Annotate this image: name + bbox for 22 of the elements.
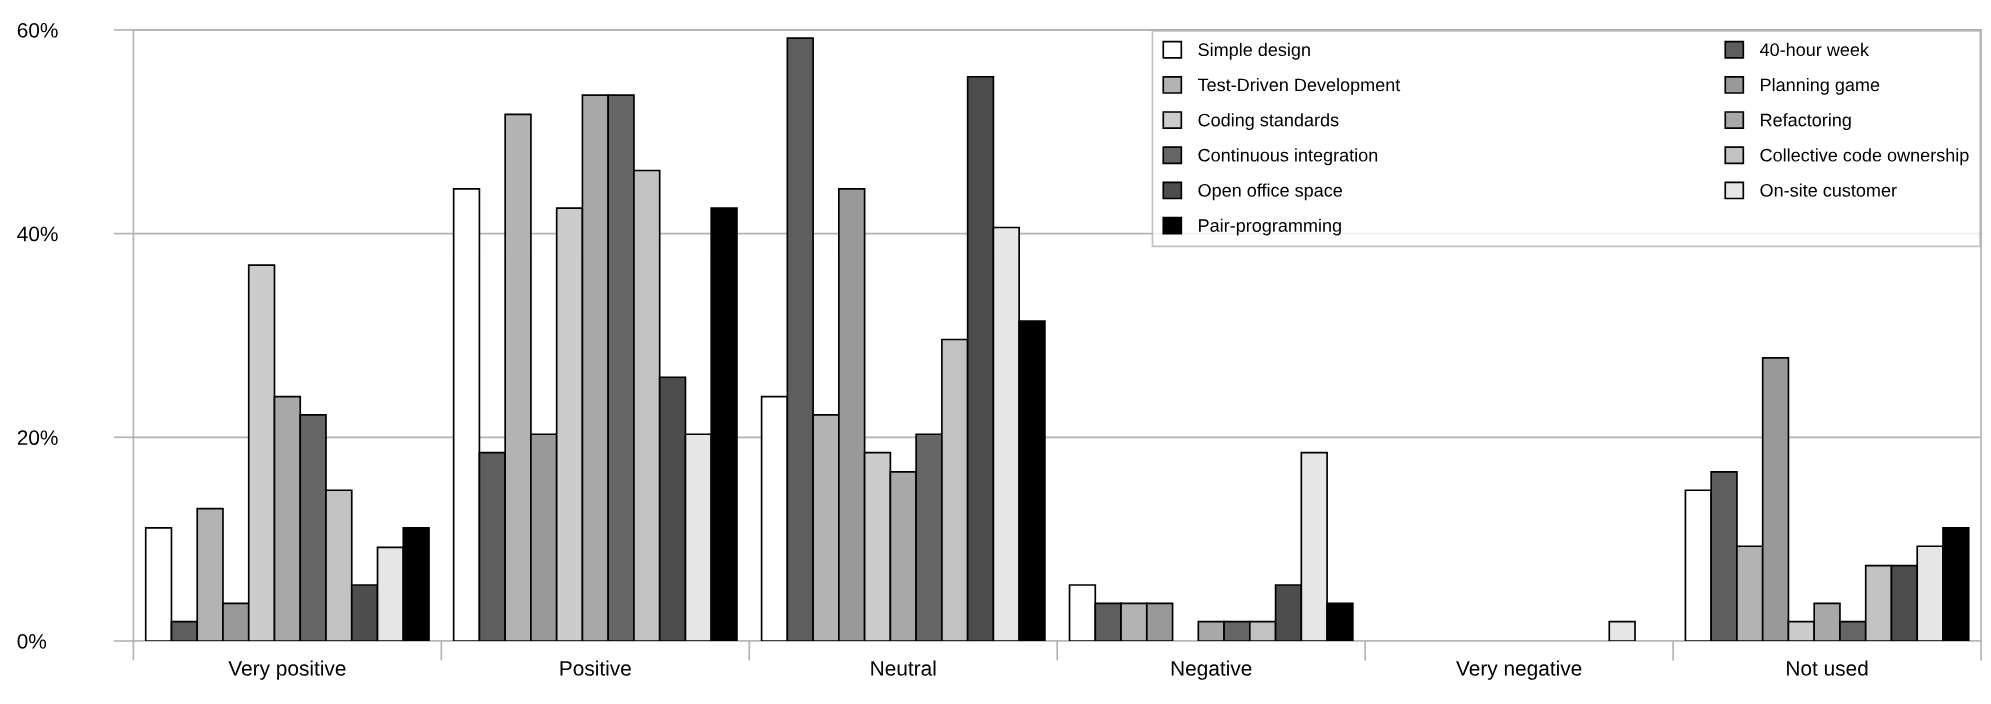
y-tick-label: 40%	[17, 226, 58, 242]
legend-label: Continuous integration	[1198, 148, 1378, 166]
y-tick-label: 60%	[17, 22, 58, 38]
legend-label: Open office space	[1198, 183, 1342, 201]
legend-label: Collective code ownership	[1760, 148, 1969, 166]
legend-label: Refactoring	[1761, 113, 1851, 130]
legend-label: Simple design	[1198, 42, 1310, 60]
legend-label: Pair-programming	[1199, 218, 1341, 236]
x-tick-label: Neutral	[871, 660, 936, 676]
legend-label: Planning game	[1761, 78, 1880, 95]
bar	[1608, 620, 1636, 641]
y-tick-label: 0%	[17, 633, 47, 649]
x-tick-label: Positive	[560, 660, 631, 676]
legend-label: Coding standards	[1198, 113, 1339, 130]
x-tick-label: Very negative	[1456, 660, 1582, 680]
x-tick-label: Very positive	[228, 660, 346, 680]
y-tick-label: 20%	[17, 430, 58, 446]
legend-label: 40-hour week	[1759, 42, 1869, 57]
x-tick-label: Not used	[1787, 660, 1868, 676]
legend-label: Test-Driven Development	[1197, 78, 1401, 95]
x-tick-label: Negative	[1171, 660, 1252, 680]
legend-label: On-site customer	[1760, 183, 1897, 197]
